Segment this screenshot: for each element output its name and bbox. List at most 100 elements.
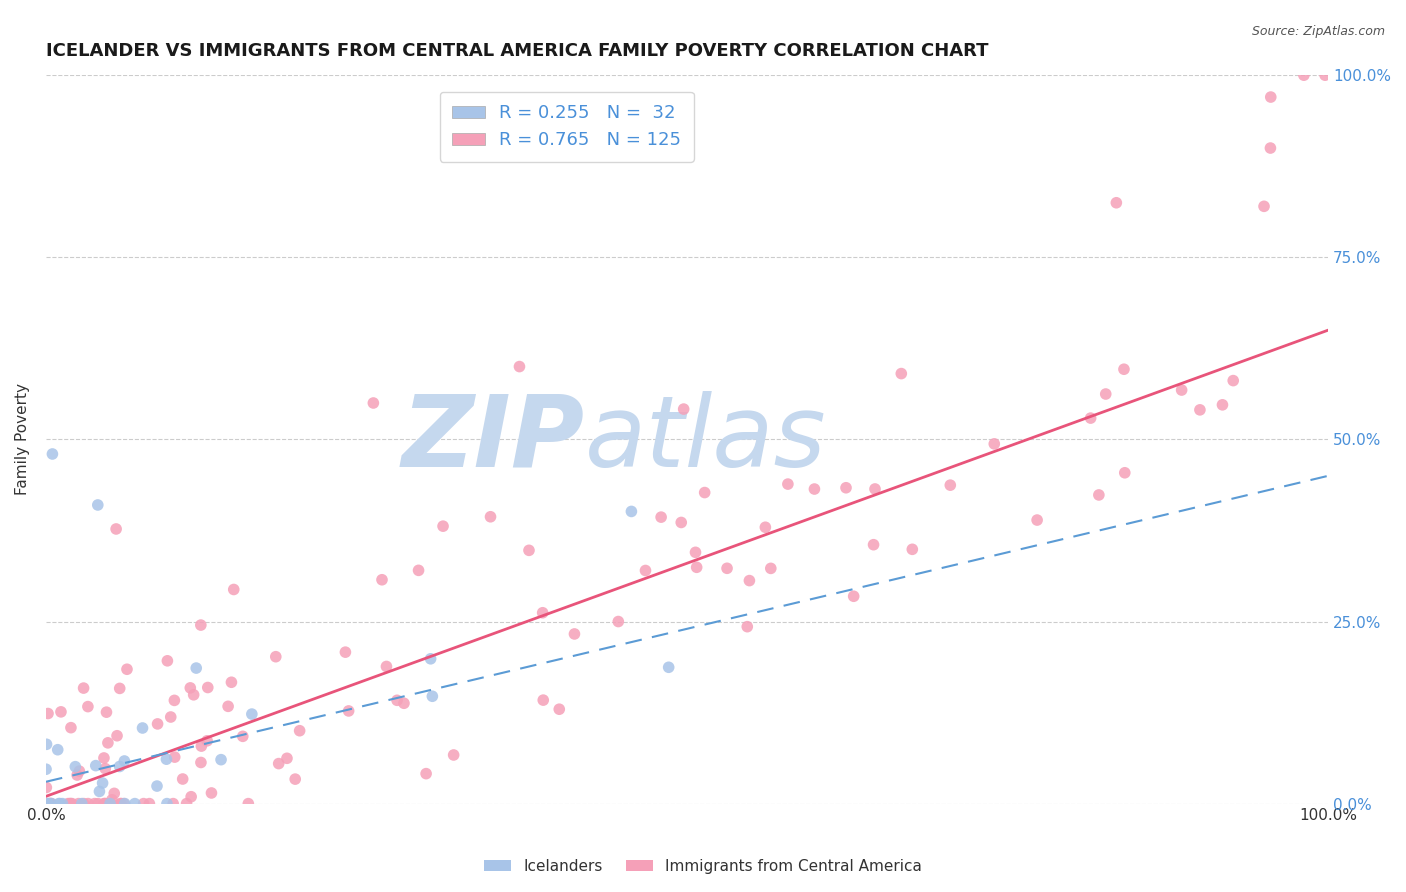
Point <box>983 437 1005 451</box>
Point <box>93 797 115 811</box>
Point <box>197 681 219 695</box>
Point <box>288 723 311 738</box>
Point <box>190 618 212 632</box>
Point <box>508 359 530 374</box>
Point <box>238 797 260 811</box>
Point <box>363 396 385 410</box>
Point <box>156 654 179 668</box>
Point <box>419 652 441 666</box>
Point <box>35 737 58 751</box>
Point <box>1222 374 1244 388</box>
Y-axis label: Family Poverty: Family Poverty <box>15 384 30 495</box>
Point <box>110 797 132 811</box>
Point <box>83 797 105 811</box>
Point <box>84 758 107 772</box>
Point <box>77 699 100 714</box>
Point <box>67 797 90 811</box>
Point <box>776 477 799 491</box>
Point <box>195 733 218 747</box>
Point <box>100 797 122 811</box>
Point <box>87 498 110 512</box>
Point <box>371 573 394 587</box>
Point <box>232 729 254 743</box>
Point <box>96 705 118 719</box>
Point <box>835 481 858 495</box>
Point <box>39 797 62 811</box>
Point <box>112 797 135 811</box>
Point <box>517 543 540 558</box>
Point <box>176 797 198 811</box>
Point <box>716 561 738 575</box>
Point <box>124 797 146 811</box>
Point <box>890 367 912 381</box>
Point <box>131 721 153 735</box>
Point <box>146 717 169 731</box>
Point <box>59 797 82 811</box>
Point <box>87 797 110 811</box>
Point <box>73 797 96 811</box>
Point <box>91 776 114 790</box>
Point <box>105 729 128 743</box>
Point <box>375 659 398 673</box>
Point <box>35 780 58 795</box>
Point <box>408 563 430 577</box>
Point <box>531 693 554 707</box>
Point <box>56 797 79 811</box>
Point <box>159 710 181 724</box>
Point <box>93 797 115 811</box>
Point <box>620 504 643 518</box>
Point <box>103 786 125 800</box>
Point <box>162 797 184 811</box>
Point <box>37 706 59 721</box>
Point <box>803 482 825 496</box>
Point <box>672 402 695 417</box>
Point <box>200 786 222 800</box>
Point <box>172 772 194 786</box>
Point <box>901 542 924 557</box>
Point <box>240 707 263 722</box>
Point <box>39 797 62 811</box>
Point <box>337 704 360 718</box>
Point <box>939 478 962 492</box>
Point <box>267 756 290 771</box>
Point <box>41 447 63 461</box>
Point <box>108 759 131 773</box>
Point <box>548 702 571 716</box>
Point <box>335 645 357 659</box>
Point <box>138 797 160 811</box>
Point <box>735 620 758 634</box>
Text: ICELANDER VS IMMIGRANTS FROM CENTRAL AMERICA FAMILY POVERTY CORRELATION CHART: ICELANDER VS IMMIGRANTS FROM CENTRAL AME… <box>46 42 988 60</box>
Point <box>754 520 776 534</box>
Point <box>738 574 761 588</box>
Point <box>101 793 124 807</box>
Text: atlas: atlas <box>585 391 827 488</box>
Point <box>115 662 138 676</box>
Text: ZIP: ZIP <box>402 391 585 488</box>
Point <box>41 797 63 811</box>
Point <box>693 485 716 500</box>
Point <box>37 797 59 811</box>
Point <box>156 797 179 811</box>
Point <box>276 751 298 765</box>
Point <box>35 762 58 776</box>
Point <box>98 797 121 811</box>
Point <box>67 764 90 778</box>
Point <box>105 522 128 536</box>
Point <box>422 690 444 704</box>
Point <box>392 696 415 710</box>
Point <box>146 779 169 793</box>
Point <box>65 759 87 773</box>
Point <box>1260 141 1282 155</box>
Point <box>862 538 884 552</box>
Point <box>59 797 82 811</box>
Point <box>186 661 208 675</box>
Point <box>48 797 70 811</box>
Point <box>658 660 681 674</box>
Point <box>863 482 886 496</box>
Point <box>385 693 408 707</box>
Point <box>72 681 94 695</box>
Point <box>108 681 131 696</box>
Point <box>264 649 287 664</box>
Point <box>51 797 73 811</box>
Point <box>39 797 62 811</box>
